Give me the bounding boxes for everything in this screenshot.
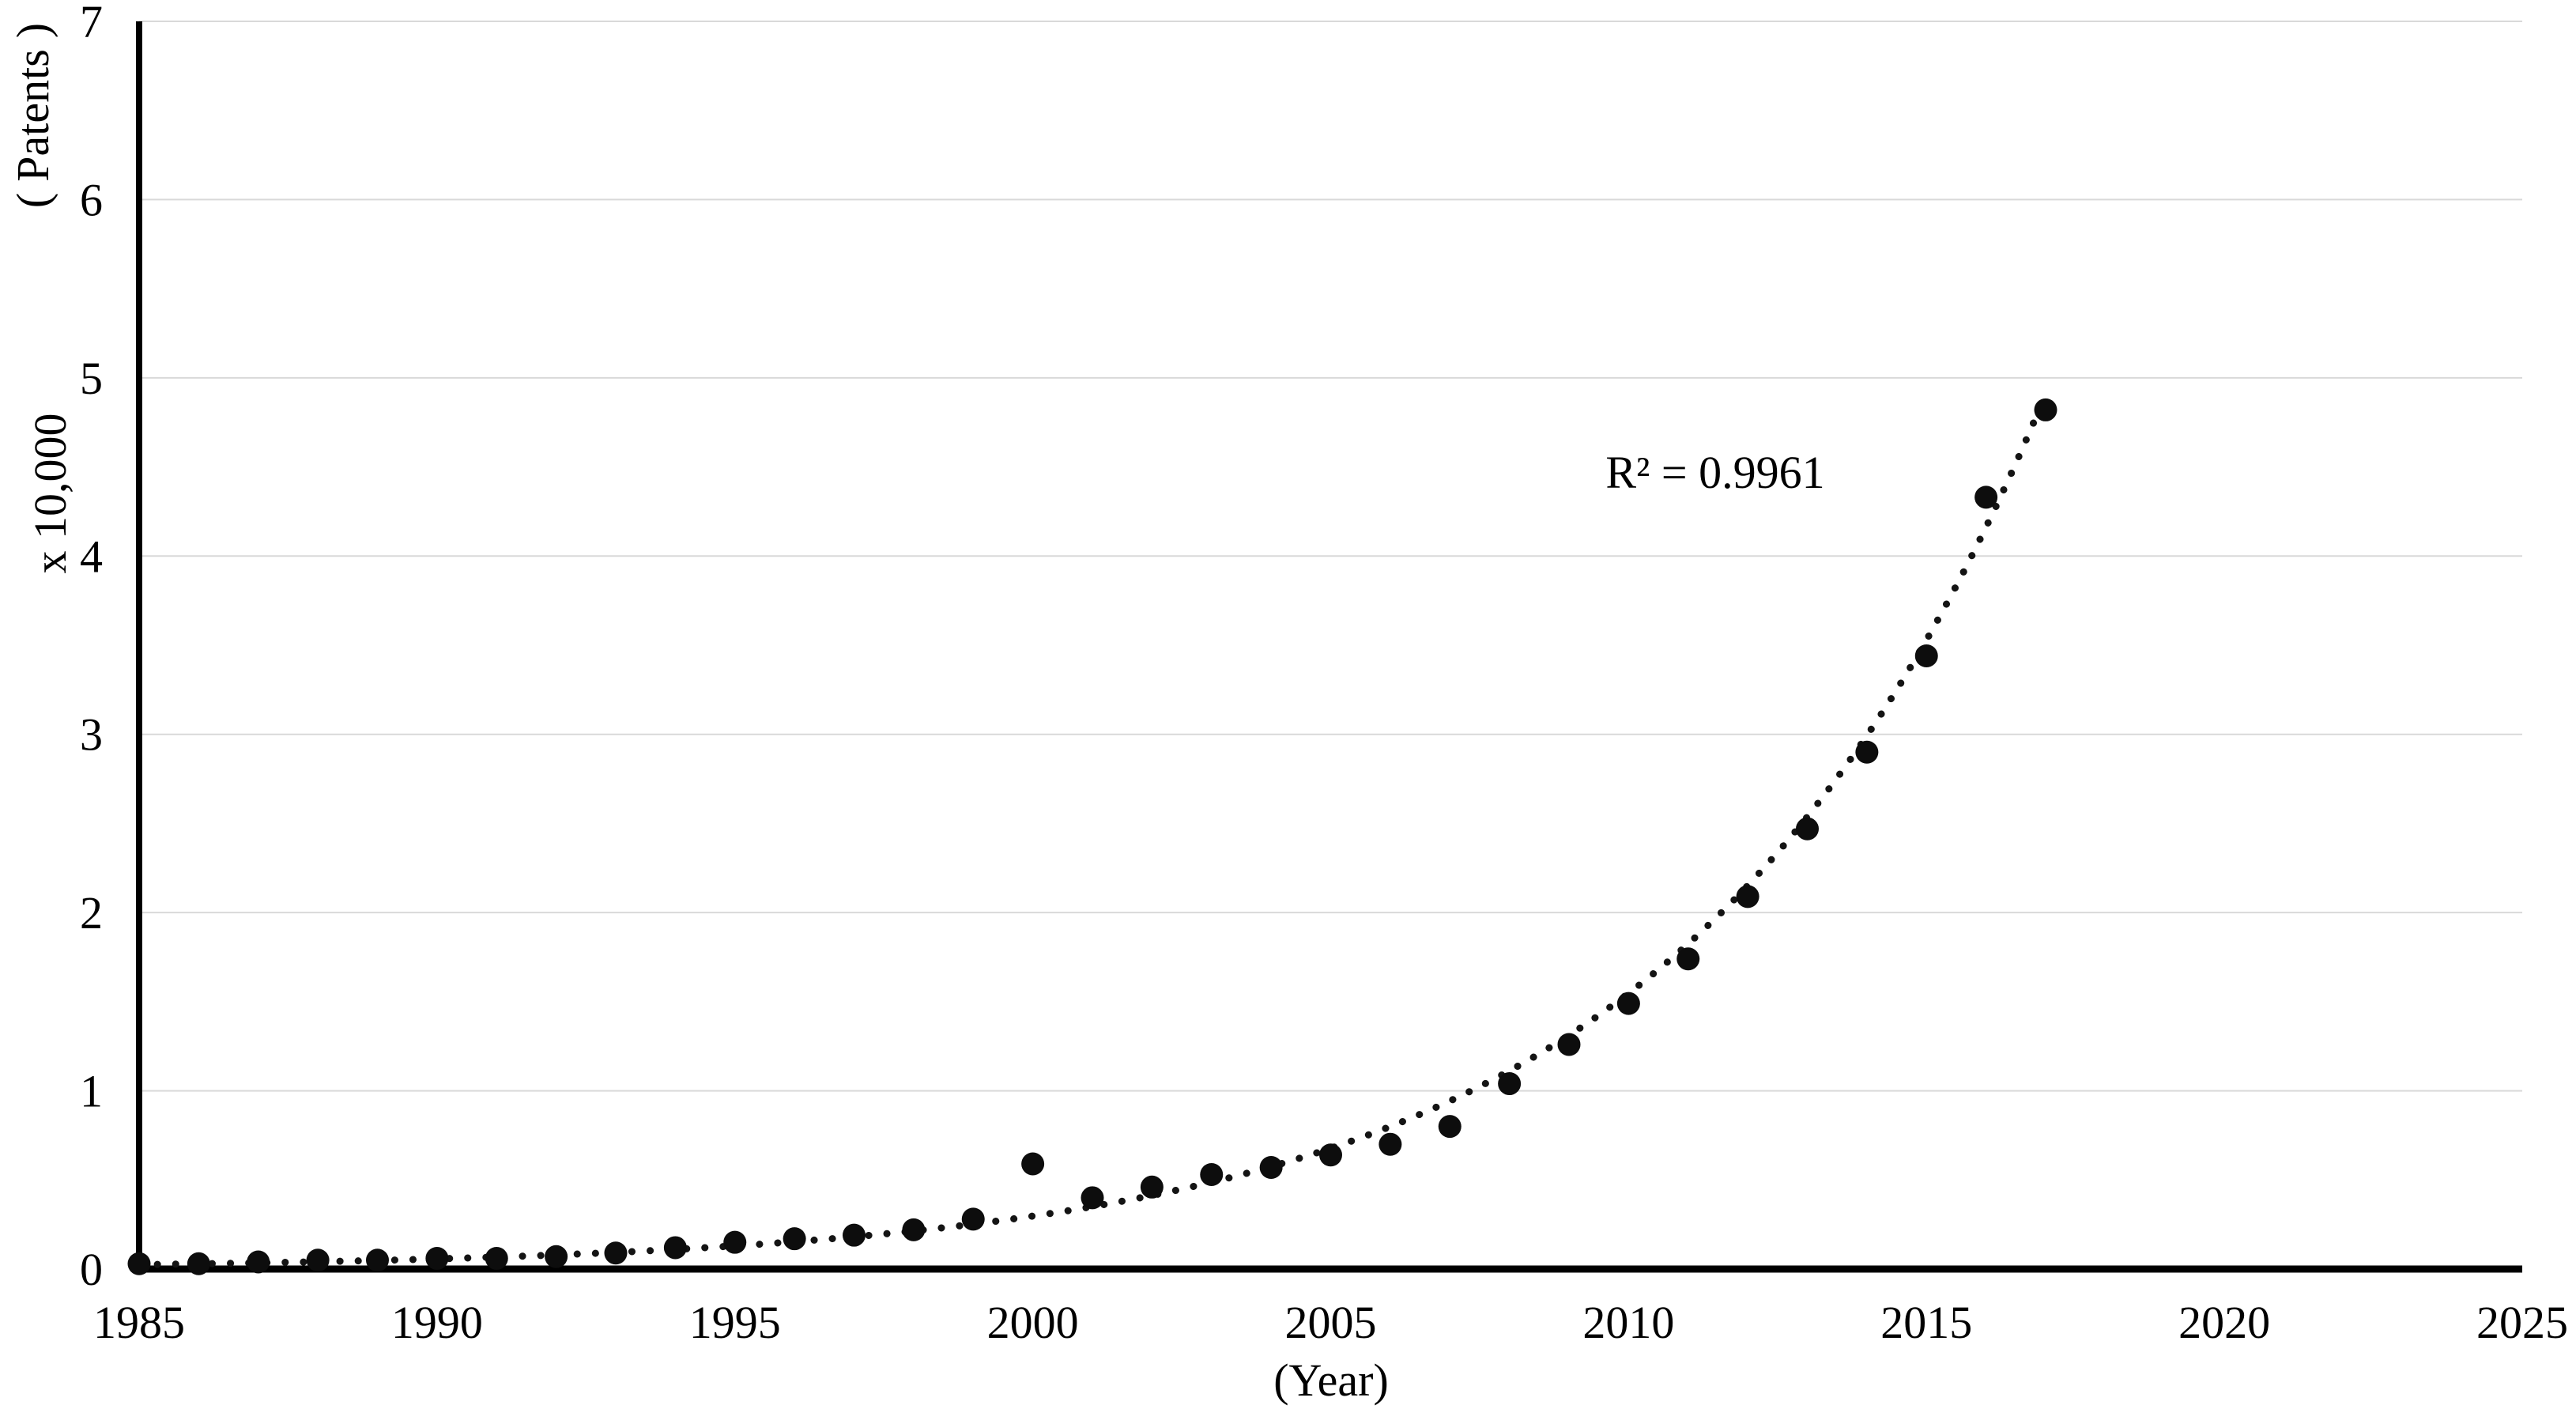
data-point-1985 bbox=[127, 1252, 151, 1275]
data-point-2011 bbox=[1676, 947, 1700, 971]
data-point-1999 bbox=[961, 1207, 985, 1231]
data-point-1994 bbox=[663, 1236, 687, 1260]
data-point-1987 bbox=[247, 1250, 270, 1274]
data-point-1992 bbox=[545, 1245, 568, 1268]
data-point-1986 bbox=[187, 1252, 210, 1275]
data-point-2002 bbox=[1140, 1175, 1164, 1199]
data-point-2008 bbox=[1498, 1072, 1522, 1096]
data-point-2007 bbox=[1438, 1115, 1461, 1139]
data-point-2016 bbox=[1974, 485, 1998, 509]
data-point-1997 bbox=[843, 1223, 866, 1247]
y-tick-label-2: 2 bbox=[80, 887, 103, 939]
data-point-2004 bbox=[1259, 1156, 1283, 1180]
data-point-2017 bbox=[2034, 398, 2057, 421]
trendline-dotted bbox=[135, 390, 2050, 1268]
y-tick-label-7: 7 bbox=[80, 0, 103, 47]
y-tick-label-4: 4 bbox=[80, 531, 103, 582]
data-point-1993 bbox=[604, 1241, 628, 1265]
data-point-2001 bbox=[1081, 1186, 1104, 1210]
x-tick-label-1985: 1985 bbox=[93, 1297, 185, 1348]
x-tick-label-2015: 2015 bbox=[1880, 1297, 1972, 1348]
data-point-2012 bbox=[1736, 885, 1759, 908]
data-point-1991 bbox=[485, 1246, 508, 1270]
data-point-2014 bbox=[1855, 740, 1879, 764]
x-tick-label-2005: 2005 bbox=[1285, 1297, 1377, 1348]
y-tick-label-5: 5 bbox=[80, 353, 103, 404]
data-point-1988 bbox=[306, 1248, 330, 1272]
y-tick-label-0: 0 bbox=[80, 1244, 103, 1295]
data-point-1998 bbox=[902, 1218, 926, 1241]
x-tick-label-2010: 2010 bbox=[1582, 1297, 1674, 1348]
data-point-1989 bbox=[366, 1248, 389, 1272]
data-point-2005 bbox=[1319, 1143, 1342, 1167]
x-axis-title: (Year) bbox=[1273, 1354, 1389, 1406]
y-tick-label-6: 6 bbox=[80, 174, 103, 225]
data-point-2009 bbox=[1557, 1033, 1581, 1056]
y-tick-label-3: 3 bbox=[80, 709, 103, 761]
y-axis-title-close-paren: ) bbox=[7, 22, 58, 39]
data-point-2010 bbox=[1616, 992, 1640, 1015]
x-tick-label-1990: 1990 bbox=[391, 1297, 483, 1348]
x-tick-label-2025: 2025 bbox=[2476, 1297, 2568, 1348]
y-axis-title-text: Patents bbox=[7, 49, 58, 182]
x-tick-label-2000: 2000 bbox=[987, 1297, 1079, 1348]
data-point-2003 bbox=[1200, 1163, 1224, 1187]
r-squared-annotation: R² = 0.9961 bbox=[1605, 447, 1825, 498]
data-point-1996 bbox=[783, 1227, 806, 1251]
data-point-2006 bbox=[1379, 1132, 1402, 1156]
y-tick-label-1: 1 bbox=[80, 1066, 103, 1117]
y-axis-title: ( Patents) bbox=[7, 22, 58, 209]
data-point-2015 bbox=[1914, 644, 1938, 668]
x-tick-label-1995: 1995 bbox=[689, 1297, 781, 1348]
x-tick-label-2020: 2020 bbox=[2178, 1297, 2270, 1348]
data-point-2000 bbox=[1021, 1152, 1045, 1176]
data-point-1995 bbox=[723, 1230, 747, 1254]
y-axis-title-open-paren: ( bbox=[7, 192, 58, 209]
y-axis-units-label: x 10,000 bbox=[25, 413, 76, 574]
data-point-2013 bbox=[1796, 817, 1819, 840]
data-point-1990 bbox=[425, 1246, 449, 1270]
